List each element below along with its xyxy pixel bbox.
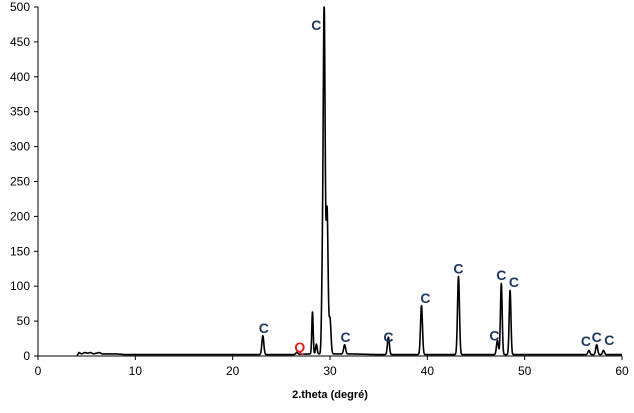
plot-area <box>76 6 623 357</box>
y-tick-label: 400 <box>10 70 30 84</box>
x-tick-label: 30 <box>323 364 337 378</box>
x-tick-label: 10 <box>129 364 143 378</box>
y-tick-label: 450 <box>10 35 30 49</box>
calcite-peak-label: C <box>604 332 614 348</box>
y-tick-label: 100 <box>10 279 30 293</box>
calcite-peak-label: C <box>453 261 463 277</box>
xrd-trace <box>76 6 623 357</box>
y-tick-label: 50 <box>17 314 31 328</box>
calcite-peak-label: C <box>509 274 519 290</box>
y-tick-label: 500 <box>10 0 30 14</box>
calcite-peak-label: C <box>496 267 506 283</box>
x-tick-label: 40 <box>421 364 435 378</box>
y-tick-label: 250 <box>10 175 30 189</box>
calcite-peak-label: C <box>259 320 269 336</box>
y-tick-label: 200 <box>10 209 30 223</box>
calcite-peak-label: C <box>592 329 602 345</box>
y-tick-label: 0 <box>23 349 30 363</box>
x-tick-label: 60 <box>615 364 629 378</box>
x-tick-label: 0 <box>35 364 42 378</box>
calcite-peak-label: C <box>311 17 321 33</box>
calcite-peak-label: C <box>383 329 393 345</box>
quartz-peak-label: Q <box>294 339 305 355</box>
y-tick-label: 150 <box>10 244 30 258</box>
calcite-peak-label: C <box>420 290 430 306</box>
axes <box>34 6 623 360</box>
x-tick-label: 50 <box>518 364 532 378</box>
y-tick-label: 300 <box>10 140 30 154</box>
calcite-peak-label: C <box>341 329 351 345</box>
tick-labels: 0 50 100 150 200 250 300 350 400 450 500 0 10 20 30 40 5… <box>10 0 629 378</box>
calcite-peak-label: C <box>489 328 499 344</box>
x-axis-title: 2.theta (degré) <box>292 389 368 401</box>
x-tick-label: 20 <box>226 364 240 378</box>
calcite-peak-label: C <box>581 333 591 349</box>
y-tick-label: 350 <box>10 105 30 119</box>
